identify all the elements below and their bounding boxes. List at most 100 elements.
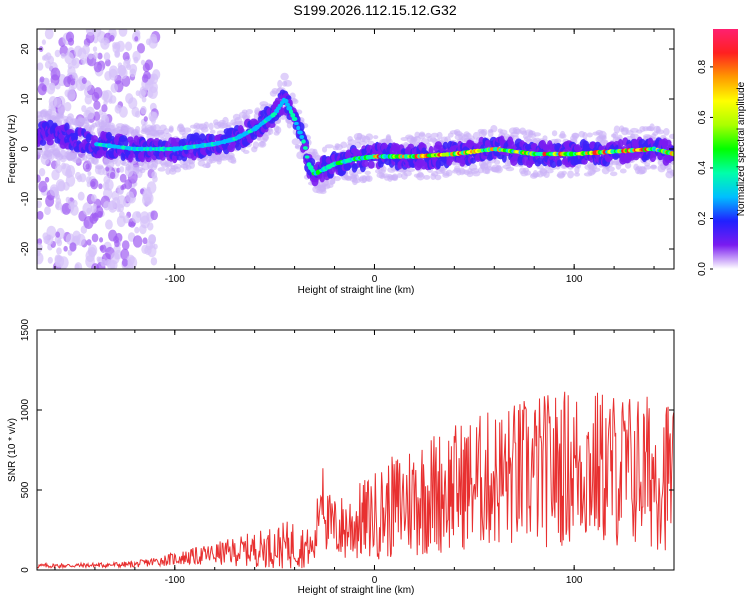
spectrogram-noise-cell — [117, 62, 123, 69]
spectrogram-halo-cell — [365, 133, 374, 141]
spectrogram-noise-cell — [93, 61, 103, 73]
spectrogram-noise-cell — [77, 47, 87, 60]
spectrogram-halo-cell — [165, 166, 171, 175]
spectrogram-noise-cell — [81, 57, 87, 65]
spectrogram-noise-cell — [92, 51, 99, 60]
spectrogram-noise-cell — [68, 203, 73, 210]
spectrogram-halo-cell — [613, 125, 621, 134]
colorbar-tick-label: 0.4 — [697, 161, 708, 175]
x-tick-label: 0 — [372, 274, 378, 285]
snr-x-axis-label: Height of straight line (km) — [298, 585, 415, 596]
spectrogram-noise-cell — [37, 200, 42, 209]
spectrogram-noise-cell — [119, 166, 125, 173]
spectrogram-noise-cell — [127, 256, 138, 269]
spectrogram-noise-cell — [81, 77, 87, 84]
spectrogram-core-cell — [297, 130, 303, 135]
spectrogram-noise-cell — [64, 51, 74, 65]
spectrogram-halo-cell — [163, 128, 170, 135]
spectrogram-noise-cell — [87, 170, 92, 177]
spectrogram-noise-cell — [125, 191, 135, 203]
spectrogram-halo-cell — [434, 174, 442, 181]
spectrogram-noise-cell — [37, 62, 44, 71]
colorbar-tick-label: 0.6 — [697, 110, 708, 124]
colorbar-tick-label: 0.2 — [697, 211, 708, 225]
spectrogram-halo-cell — [222, 116, 229, 125]
spectrogram-halo-cell — [365, 175, 373, 183]
spectrogram-noise-cell — [67, 63, 73, 70]
colorbar-label: Normalized spectral amplitude — [736, 81, 747, 216]
spectrogram-noise-cell — [110, 83, 119, 93]
spectrogram-noise-cell — [55, 231, 61, 238]
x-tick-label: 0 — [372, 575, 378, 586]
spectrogram-halo-cell — [601, 135, 607, 141]
spectrogram-halo-cell — [203, 121, 209, 129]
snr-y-axis-label: SNR (10 * v/v) — [7, 418, 18, 482]
spectrogram-halo-cell — [545, 168, 554, 174]
spectrogram-noise-cell — [143, 191, 154, 205]
spectrogram-noise-cell — [152, 69, 161, 80]
spectrogram-noise-cell — [116, 195, 127, 208]
spectrogram-noise-cell — [37, 252, 44, 265]
spectrogram-halo-cell — [333, 175, 341, 182]
spectrogram-core-cell — [296, 125, 301, 131]
spectrogram-noise-cell — [145, 38, 152, 46]
spectrogram-band-cell — [428, 145, 434, 156]
spectrogram-noise-cell — [118, 67, 128, 79]
spectrogram-halo-cell — [106, 160, 115, 169]
spectrogram-noise-cell — [38, 168, 46, 177]
spectrogram-band-cell — [46, 138, 54, 146]
y-tick-label: 0 — [20, 146, 31, 152]
y-tick-label: 20 — [20, 43, 31, 55]
spectrogram-noise-cell — [99, 237, 104, 243]
spectrogram-halo-cell — [134, 125, 141, 134]
spectrogram-noise-cell — [65, 233, 75, 245]
spectrogram-y-axis-label: Frequency (Hz) — [7, 115, 18, 184]
spectrogram-noise-cell — [63, 245, 68, 252]
spectrogram-halo-cell — [252, 141, 259, 150]
spectrogram-noise-cell — [80, 84, 85, 91]
spectrogram-noise-cell — [56, 247, 62, 255]
spectrogram-noise-cell — [140, 106, 147, 115]
spectrogram-halo-cell — [619, 168, 627, 174]
spectrogram-noise-cell — [131, 106, 140, 117]
spectrogram-core-cell — [290, 112, 296, 118]
snr-panel: -100 0 100 0 500 1000 1500 Height of straight… — [7, 318, 675, 596]
spectrogram-band-cell — [556, 159, 563, 167]
spectrogram-band-cell — [268, 121, 276, 129]
spectrogram-noise-cell — [141, 74, 149, 83]
spectrogram-noise-cell — [43, 54, 49, 62]
spectrogram-halo-cell — [445, 169, 453, 177]
spectrogram-noise-cell — [124, 41, 133, 51]
spectrogram-noise-cell — [92, 46, 98, 52]
spectrogram-band-cell — [367, 160, 375, 169]
spectrogram-halo-cell — [55, 153, 64, 161]
spectrogram-halo-cell — [499, 129, 508, 135]
spectrogram-noise-cell — [142, 62, 150, 73]
spectrogram-halo-cell — [283, 79, 293, 87]
spectrogram-noise-cell — [92, 212, 99, 222]
spectrogram-halo-cell — [182, 127, 192, 133]
spectrogram-noise-cell — [121, 240, 130, 251]
spectrogram-noise-cell — [134, 226, 140, 234]
spectrogram-core-cell — [304, 155, 310, 159]
spectrogram-halo-cell — [347, 139, 357, 146]
spectrogram-halo-cell — [242, 113, 251, 121]
spectrogram-band-cell — [235, 142, 242, 151]
spectrogram-noise-cell — [143, 116, 148, 122]
y-tick-label: 0 — [20, 567, 31, 573]
spectrogram-halo-cell — [624, 162, 632, 169]
spectrogram-halo-cell — [567, 170, 575, 179]
spectrogram-noise-cell — [91, 233, 99, 243]
spectrogram-noise-cell — [96, 256, 101, 262]
spectrogram-halo-cell — [324, 144, 334, 149]
spectrogram-noise-cell — [119, 211, 125, 219]
spectrogram-noise-cell — [93, 100, 101, 110]
spectrogram-noise-cell — [60, 52, 66, 59]
spectrogram-halo-cell — [230, 159, 237, 164]
spectrogram-halo-cell — [416, 172, 425, 181]
spectrogram-halo-cell — [70, 152, 78, 159]
spectrogram-halo-cell — [554, 138, 562, 144]
spectrogram-noise-cell — [65, 196, 71, 203]
y-tick-label: 10 — [20, 93, 31, 105]
